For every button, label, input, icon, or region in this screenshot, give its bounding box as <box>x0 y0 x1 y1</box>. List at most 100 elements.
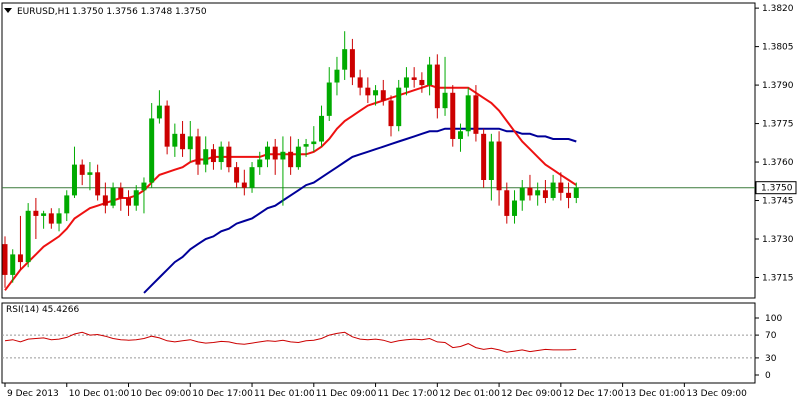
candle <box>319 105 325 147</box>
candle-body <box>149 118 155 183</box>
candle <box>87 162 93 191</box>
candle-body <box>450 92 456 139</box>
price-axis-label: 1.3820 <box>762 4 794 14</box>
candle-body <box>218 146 224 163</box>
candle <box>17 215 23 270</box>
candle <box>141 177 147 214</box>
candle <box>334 56 340 96</box>
candle <box>126 190 132 216</box>
price-panel-frame <box>1 2 756 299</box>
candle <box>450 85 456 147</box>
candle-body <box>118 187 124 198</box>
candle-body <box>326 82 332 116</box>
candle-body <box>512 200 518 216</box>
candle <box>357 69 363 96</box>
candle <box>56 208 62 232</box>
candle-body <box>79 164 85 175</box>
candle-body <box>203 149 209 165</box>
candle <box>210 144 216 170</box>
candle-body <box>210 149 216 163</box>
ohlc-header: 1.3750 1.3756 1.3748 1.3750 <box>72 7 207 17</box>
candle <box>156 90 162 124</box>
candle-body <box>10 254 16 275</box>
candle-body <box>241 182 247 188</box>
time-axis-label: 11 Dec 17:00 <box>378 389 439 399</box>
candle-body <box>17 254 23 263</box>
candle-body <box>527 187 533 196</box>
candle-body <box>334 69 340 83</box>
candle <box>133 185 139 211</box>
candle-body <box>95 172 101 196</box>
rsi-axis-label: 30 <box>765 354 777 364</box>
candle <box>118 182 124 211</box>
time-axis-label: 11 Dec 01:00 <box>254 389 315 399</box>
candle <box>218 141 224 170</box>
candle-body <box>473 95 479 134</box>
candle-body <box>488 141 494 180</box>
time-axis-label: 12 Dec 01:00 <box>439 389 500 399</box>
ma-slow-line <box>143 127 577 294</box>
candle <box>172 123 178 157</box>
candle-body <box>33 210 39 216</box>
time-axis-label: 10 Dec 17:00 <box>192 389 253 399</box>
price-axis-label: 1.3730 <box>762 235 794 245</box>
candle <box>41 210 47 229</box>
time-axis-label: 11 Dec 09:00 <box>316 389 377 399</box>
candle <box>303 138 309 157</box>
candle <box>203 136 209 173</box>
candle-body <box>311 141 317 145</box>
candle <box>295 138 301 170</box>
candle-body <box>71 164 77 196</box>
candle-body <box>535 190 541 196</box>
candle <box>264 141 270 168</box>
dropdown-arrow-icon[interactable] <box>4 8 12 13</box>
candle-body <box>504 190 510 216</box>
candle <box>535 182 541 206</box>
candle-body <box>496 141 502 191</box>
candle-body <box>373 90 379 96</box>
candle <box>349 38 355 86</box>
candle <box>496 131 502 206</box>
candle <box>434 54 440 119</box>
price-axis-label: 1.3760 <box>762 158 794 168</box>
candle <box>566 182 572 209</box>
candle <box>488 133 494 201</box>
candle-body <box>195 136 201 165</box>
time-axis-label: 12 Dec 09:00 <box>501 389 562 399</box>
rsi-axis-label: 100 <box>765 314 782 324</box>
rsi-panel-frame <box>1 302 756 384</box>
candle <box>388 95 394 137</box>
candle-body <box>403 77 409 88</box>
candle <box>457 123 463 152</box>
candle-body <box>56 213 62 224</box>
candle <box>558 172 564 201</box>
rsi-axis-label: 70 <box>765 331 777 341</box>
candle-body <box>48 213 54 224</box>
candle <box>164 100 170 155</box>
candle <box>25 203 31 268</box>
candle <box>257 151 263 175</box>
current-price-label: 1.3750 <box>761 184 793 194</box>
price-axis-label: 1.3745 <box>762 197 794 207</box>
price-axis-label: 1.3805 <box>762 43 794 53</box>
candle <box>465 87 471 137</box>
candle-body <box>110 187 116 206</box>
candle-body <box>419 79 425 86</box>
candle-body <box>357 77 363 88</box>
candle-body <box>87 172 93 175</box>
candle <box>419 72 425 93</box>
candle <box>473 85 479 142</box>
candle-body <box>249 167 255 188</box>
candle-body <box>25 210 31 263</box>
candle <box>71 146 77 198</box>
candle-body <box>396 87 402 127</box>
candle <box>102 182 108 214</box>
candle <box>195 128 201 175</box>
candle <box>342 31 348 80</box>
candle-body <box>427 64 433 86</box>
candle <box>527 174 533 201</box>
candle <box>519 180 525 211</box>
candle <box>311 126 317 152</box>
candle-body <box>272 146 278 160</box>
